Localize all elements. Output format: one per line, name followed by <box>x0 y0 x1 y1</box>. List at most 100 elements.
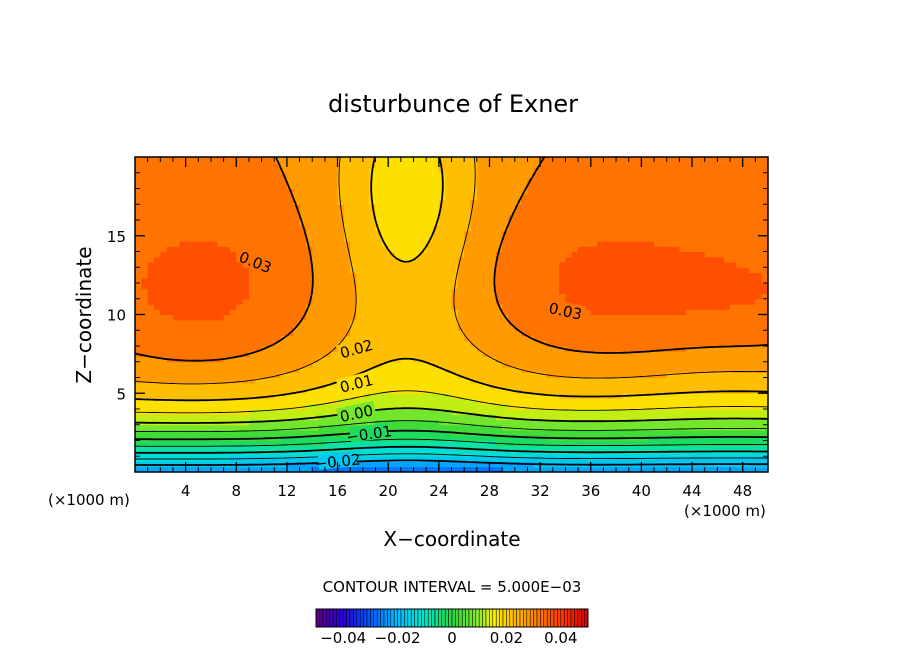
field-cell <box>166 309 174 316</box>
field-cell <box>185 435 193 442</box>
field-cell <box>413 325 421 331</box>
field-cell <box>172 440 180 447</box>
field-cell <box>521 456 529 463</box>
field-cell <box>331 272 339 279</box>
field-cell <box>394 267 402 274</box>
field-cell <box>647 272 655 279</box>
field-cell <box>571 356 579 363</box>
field-cell <box>514 372 522 379</box>
field-cell <box>229 220 237 226</box>
field-cell <box>489 204 497 211</box>
field-cell <box>419 445 427 452</box>
field-cell <box>489 419 497 426</box>
field-cell <box>400 246 408 253</box>
field-cell <box>628 172 636 179</box>
field-cell <box>388 214 396 221</box>
field-cell <box>166 361 174 368</box>
field-cell <box>267 214 275 221</box>
field-cell <box>476 209 484 216</box>
field-cell <box>153 361 161 368</box>
field-cell <box>394 445 402 452</box>
field-cell <box>280 377 288 384</box>
field-cell <box>135 398 142 405</box>
field-cell <box>502 193 510 200</box>
field-cell <box>160 277 168 284</box>
field-cell <box>356 309 364 316</box>
field-cell <box>508 451 516 457</box>
field-cell <box>388 293 396 300</box>
field-cell <box>552 283 560 289</box>
field-cell <box>153 430 161 436</box>
field-cell <box>286 414 294 421</box>
field-cell <box>426 351 434 358</box>
field-cell <box>603 220 611 226</box>
field-cell <box>147 157 155 163</box>
field-cell <box>312 298 320 305</box>
field-cell <box>622 209 630 216</box>
field-cell <box>464 199 472 205</box>
field-cell <box>210 367 218 373</box>
field-cell <box>647 178 655 184</box>
field-cell <box>514 382 522 389</box>
field-cell <box>521 430 529 436</box>
field-cell <box>229 398 237 405</box>
field-cell <box>356 393 364 400</box>
field-cell <box>388 167 396 174</box>
field-cell <box>445 346 453 352</box>
field-cell <box>153 398 161 405</box>
field-cell <box>381 193 389 200</box>
field-cell <box>476 451 484 457</box>
field-cell <box>255 298 263 305</box>
field-cell <box>540 382 548 389</box>
field-cell <box>318 382 326 389</box>
field-cell <box>305 388 313 394</box>
field-cell <box>527 309 535 316</box>
field-cell <box>293 403 301 410</box>
field-cell <box>584 162 592 169</box>
field-cell <box>261 277 269 284</box>
field-cell <box>571 377 579 384</box>
field-cell <box>597 361 605 368</box>
field-cell <box>438 466 446 472</box>
field-cell <box>388 419 396 426</box>
field-cell <box>628 403 636 410</box>
field-cell <box>343 183 351 190</box>
field-cell <box>407 382 415 389</box>
field-cell <box>223 283 231 289</box>
field-cell <box>584 235 592 242</box>
field-cell <box>616 419 624 426</box>
field-cell <box>432 251 440 258</box>
field-cell <box>502 267 510 274</box>
field-cell <box>635 220 642 226</box>
field-cell <box>451 319 459 326</box>
field-cell <box>274 277 282 284</box>
field-cell <box>160 230 168 237</box>
field-cell <box>571 251 579 258</box>
field-cell <box>451 440 459 447</box>
field-cell <box>565 199 573 205</box>
field-cell <box>426 298 434 305</box>
field-cell <box>502 235 510 242</box>
field-cell <box>426 283 434 289</box>
field-cell <box>274 172 282 179</box>
field-cell <box>578 178 586 184</box>
field-cell <box>147 283 155 289</box>
field-cell <box>508 172 516 179</box>
field-cell <box>248 403 256 410</box>
field-cell <box>445 246 453 253</box>
field-cell <box>527 382 535 389</box>
field-cell <box>426 372 434 379</box>
field-cell <box>135 330 142 337</box>
field-cell <box>540 356 548 363</box>
field-cell <box>255 209 263 216</box>
field-cell <box>248 367 256 373</box>
field-cell <box>191 172 199 179</box>
field-cell <box>483 241 491 247</box>
field-cell <box>135 451 142 457</box>
field-cell <box>198 440 206 447</box>
field-cell <box>191 393 199 400</box>
field-cell <box>597 288 605 295</box>
field-cell <box>654 225 661 232</box>
field-cell <box>280 220 288 226</box>
field-cell <box>147 346 155 352</box>
